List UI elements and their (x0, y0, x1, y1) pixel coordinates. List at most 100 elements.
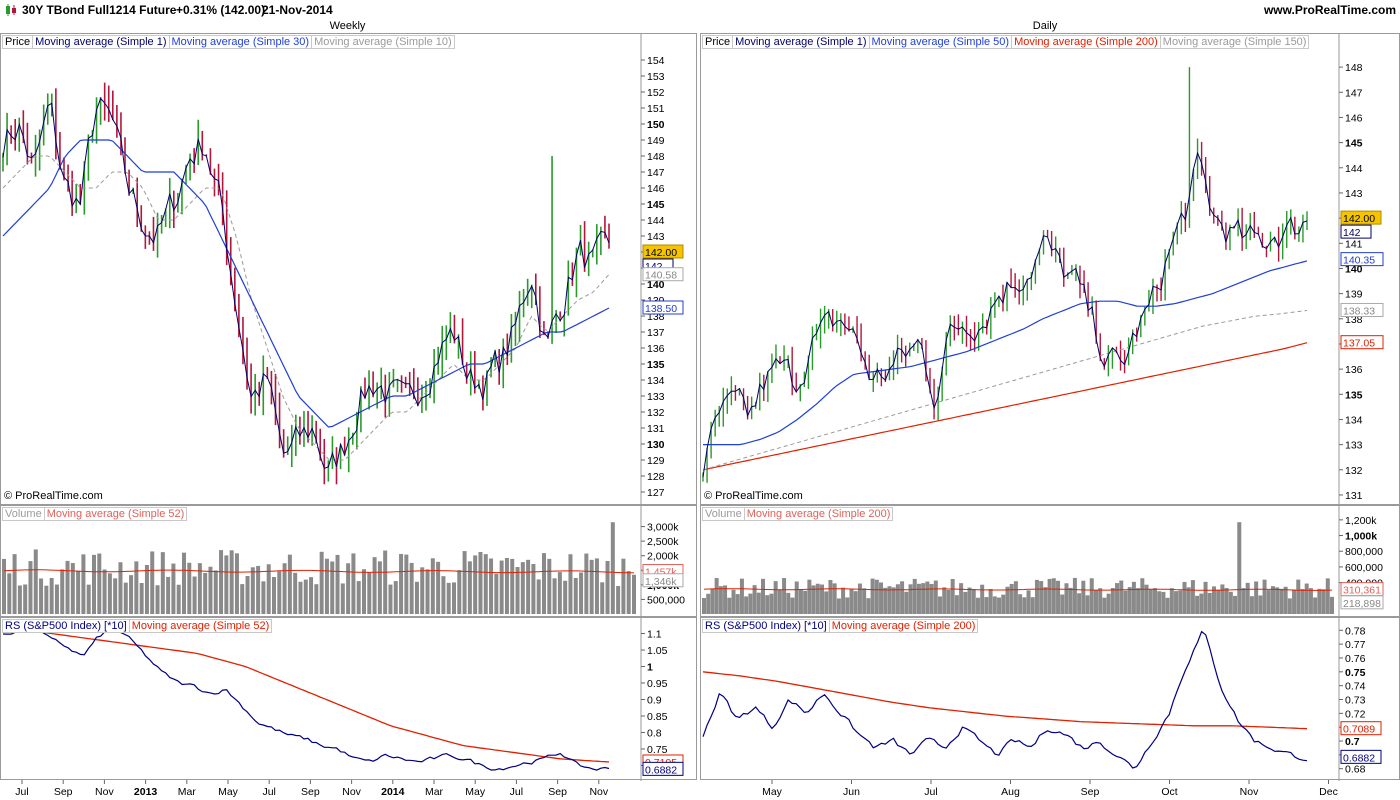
daily-rs-panel[interactable]: RS (S&P500 Index) [*10] Moving average (S… (700, 617, 1400, 781)
volume-bar (1287, 598, 1292, 614)
weekly-rs-panel[interactable]: RS (S&P500 Index) [*10] Moving average (S… (0, 617, 697, 781)
y-tick-label: 129 (647, 455, 665, 467)
svg-wr-ma-line (2, 626, 610, 763)
volume-bar (621, 558, 626, 614)
volume-bar (769, 593, 774, 614)
volume-bar (33, 549, 38, 614)
volume-bar (1292, 589, 1297, 614)
x-tick-label: 2013 (134, 786, 158, 798)
volume-bar (1136, 588, 1141, 614)
volume-bar (946, 590, 951, 614)
volume-bar (144, 564, 149, 614)
volume-bar (1077, 593, 1082, 614)
volume-bar (346, 563, 351, 614)
legend-rs[interactable]: RS (S&P500 Index) [*10] (702, 619, 830, 633)
volume-bar (372, 557, 377, 614)
y-tick-label: 151 (647, 103, 665, 115)
svg-dr-ma-tag-text: 0.7089 (1343, 724, 1375, 736)
daily-ma50-tag: 140.35 (1340, 252, 1384, 267)
legend-rs[interactable]: RS (S&P500 Index) [*10] (2, 619, 130, 633)
legend-volume[interactable]: Volume (2, 507, 45, 521)
legend-vol-ma[interactable]: Moving average (Simple 200) (743, 507, 894, 521)
volume-bar (1216, 589, 1221, 614)
x-tick-label: Jul (924, 786, 937, 798)
legend-ma200[interactable]: Moving average (Simple 200) (1011, 35, 1161, 49)
volume-bar (616, 586, 621, 614)
volume-bar (1085, 595, 1090, 614)
legend-rs-ma[interactable]: Moving average (Simple 200) (828, 619, 979, 633)
volume-bar (798, 589, 803, 614)
legend-price[interactable]: Price (2, 35, 34, 49)
volume-bar (1081, 580, 1086, 614)
weekly-price-panel[interactable]: Price Moving average (Simple 1) Moving ave… (0, 33, 697, 506)
volume-bar (1013, 581, 1018, 614)
x-tick-label: Mar (425, 786, 444, 798)
y-tick-label: 134 (1345, 414, 1363, 426)
daily-title: Daily (1032, 20, 1058, 32)
daily-volume-panel[interactable]: Volume Moving average (Simple 200) 1,200k… (700, 505, 1400, 618)
x-tick-label: Mar (178, 786, 197, 798)
weekly-ma30-line (2, 139, 610, 428)
weekly-ma30-tag-bg (642, 300, 684, 315)
volume-bar (65, 560, 70, 614)
legend-ma50[interactable]: Moving average (Simple 50) (868, 35, 1013, 49)
legend-ma10[interactable]: Moving average (Simple 10) (311, 35, 455, 49)
legend-ma1[interactable]: Moving average (Simple 1) (732, 35, 870, 49)
x-tick-label: Nov (1240, 786, 1259, 798)
volume-bar (1127, 587, 1132, 614)
volume-bar (12, 554, 17, 614)
volume-bar (731, 589, 736, 614)
volume-bar (600, 582, 605, 614)
volume-bar (1211, 586, 1216, 614)
x-tick-label: Jul (15, 786, 28, 798)
volume-bar (895, 584, 900, 614)
weekly-candles (2, 82, 610, 485)
volume-bar (1207, 592, 1212, 614)
legend-vol-ma[interactable]: Moving average (Simple 52) (43, 507, 188, 521)
y-tick-label: 154 (647, 55, 665, 67)
weekly-last-price-tag: 142.00 (642, 244, 684, 259)
volume-bar (388, 584, 393, 614)
daily-volume-chart: 1,200k1,000k800,000600,000400,000310,361… (702, 506, 1384, 618)
volume-bar (857, 583, 862, 614)
y-tick-label: 137 (647, 327, 665, 339)
volume-bar (54, 584, 59, 614)
weekly-volume-panel[interactable]: Volume Moving average (Simple 52) 3,000k 2… (0, 505, 697, 618)
volume-bar (1089, 578, 1094, 614)
volume-bar (1064, 583, 1069, 614)
volume-bar (309, 577, 314, 614)
legend-ma30[interactable]: Moving average (Simple 30) (168, 35, 313, 49)
price-change: +0.31% (142.00) (176, 3, 266, 17)
volume-bar (250, 567, 255, 614)
y-tick-label: 140 (1345, 263, 1363, 275)
y-tick-label: 146 (1345, 112, 1363, 124)
volume-bar (870, 578, 875, 614)
volume-bar (933, 580, 938, 614)
y-tick-label: 0.74 (1345, 681, 1366, 693)
volume-bar (28, 561, 33, 614)
volume-bar (803, 590, 808, 614)
volume-bar (1300, 589, 1305, 614)
legend-volume[interactable]: Volume (702, 507, 745, 521)
legend-price[interactable]: Price (702, 35, 734, 49)
legend-ma1[interactable]: Moving average (Simple 1) (32, 35, 170, 49)
volume-bar (76, 570, 81, 614)
volume-bar (187, 562, 192, 614)
brand-link[interactable]: www.ProRealTime.com (1263, 3, 1396, 17)
y-tick-label: 139 (1345, 289, 1363, 301)
daily-price-panel[interactable]: Price Moving average (Simple 1) Moving ave… (700, 33, 1400, 506)
volume-bar (70, 563, 75, 614)
legend-ma150[interactable]: Moving average (Simple 150) (1159, 35, 1310, 49)
volume-bar (171, 563, 176, 614)
volume-bar (777, 589, 782, 614)
daily-vol-ma-tag-text: 310,361 (1343, 585, 1381, 597)
volume-bar (245, 576, 250, 614)
volume-bar (904, 591, 909, 614)
legend-rs-ma[interactable]: Moving average (Simple 52) (128, 619, 273, 633)
volume-bar (1279, 588, 1284, 614)
volume-bar (452, 582, 456, 614)
x-tick-label: Jul (262, 786, 275, 798)
volume-bar (891, 587, 896, 614)
volume-bar (782, 578, 787, 614)
volume-bar (282, 563, 287, 614)
